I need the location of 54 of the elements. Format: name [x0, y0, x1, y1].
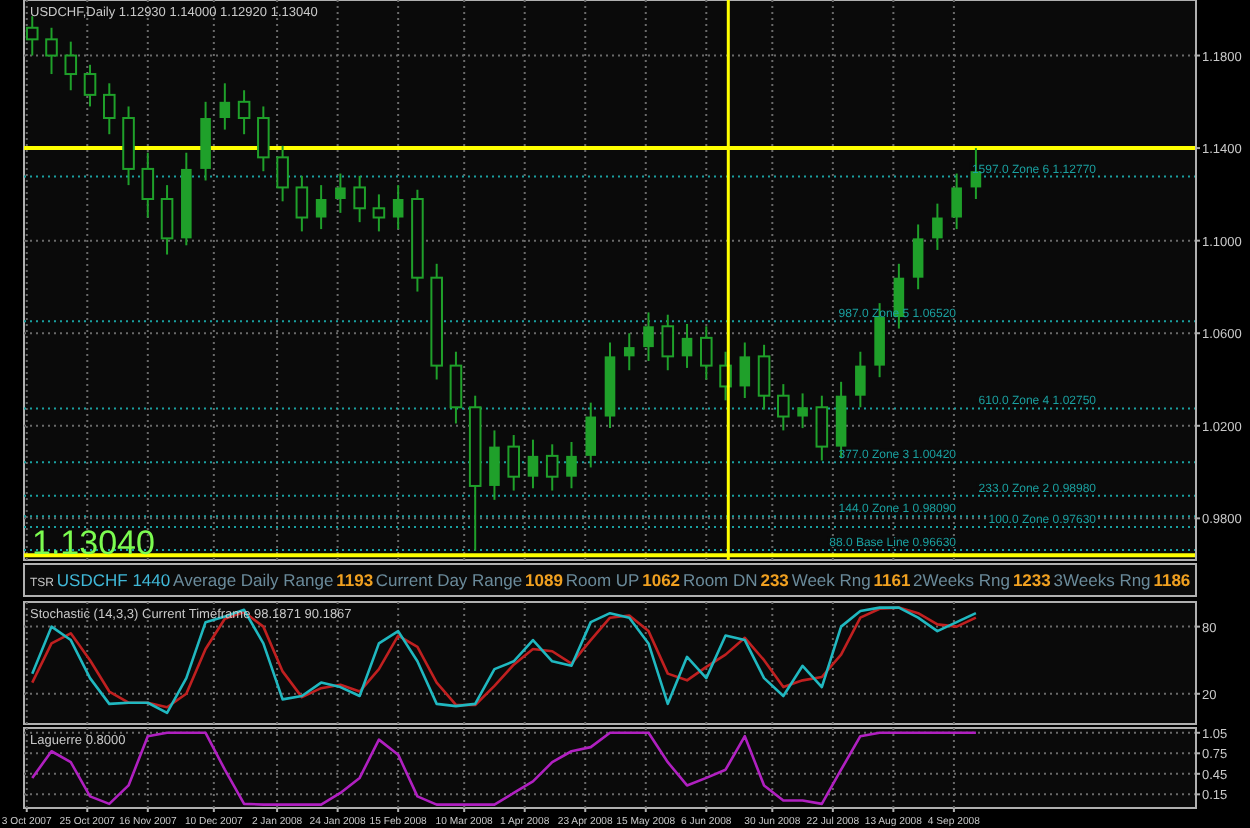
- candlestick: [141, 151, 155, 219]
- candlestick: [219, 82, 231, 131]
- candlestick: [932, 202, 943, 251]
- text: 1161: [873, 570, 912, 590]
- candlestick: [83, 63, 97, 108]
- candlestick: [951, 172, 962, 231]
- candlestick: [449, 350, 463, 425]
- text: Room UP: [565, 570, 641, 590]
- candlestick: [295, 174, 309, 233]
- text: 3Weeks Rng: [1053, 570, 1152, 590]
- text: 233: [760, 570, 790, 590]
- candlestick: [661, 313, 675, 372]
- candlestick: [797, 392, 808, 430]
- candlestick: [507, 434, 520, 492]
- candlestick: [372, 193, 386, 233]
- candlestick: [276, 144, 289, 203]
- candlestick: [855, 350, 866, 409]
- candlestick: [777, 383, 790, 432]
- text: 1186: [1153, 570, 1191, 590]
- candlestick: [527, 438, 539, 490]
- annotation: 1.13040: [32, 524, 155, 562]
- candlestick: [585, 401, 597, 469]
- text: 1193: [336, 570, 374, 590]
- candlestick: [643, 311, 654, 362]
- text: Average Daily Range: [173, 570, 334, 590]
- candlestick: [815, 394, 829, 462]
- candlestick: [623, 332, 635, 372]
- text: Week Rng: [791, 570, 872, 590]
- candlestick: [45, 26, 58, 76]
- text: USDCHF 1440: [56, 570, 171, 590]
- candlestick: [237, 89, 251, 136]
- text: 1089: [525, 570, 564, 590]
- candlestick: [353, 174, 366, 224]
- candlestick: [102, 82, 116, 136]
- candlestick: [64, 40, 78, 92]
- candlestick: [489, 429, 500, 501]
- candlestick: [335, 172, 346, 214]
- candlestick: [257, 105, 270, 173]
- text: Current Day Range: [375, 570, 523, 590]
- text: 1062: [642, 570, 681, 590]
- text: Room DN: [682, 570, 758, 590]
- candlestick: [160, 184, 174, 256]
- candlestick: [545, 443, 559, 492]
- candlestick: [566, 440, 577, 490]
- line-series: [30, 731, 978, 806]
- candlestick: [912, 223, 924, 291]
- candlestick: [315, 184, 327, 231]
- candlestick: [681, 322, 693, 369]
- candlestick: [757, 343, 771, 411]
- text: 2Weeks Rng: [913, 570, 1011, 590]
- candlestick: [392, 184, 404, 231]
- candlestick: [700, 325, 713, 381]
- candlestick: [739, 341, 751, 400]
- text: 1233: [1012, 570, 1052, 590]
